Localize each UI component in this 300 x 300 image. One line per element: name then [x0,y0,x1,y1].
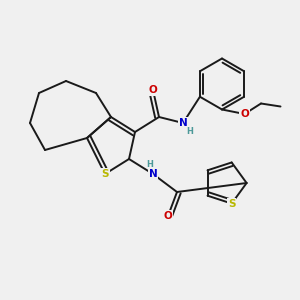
Text: O: O [148,85,158,95]
Text: O: O [164,211,172,221]
Text: O: O [240,109,249,119]
Text: N: N [178,118,188,128]
Text: N: N [148,169,158,179]
Text: S: S [228,199,236,208]
Text: S: S [101,169,109,179]
Text: H: H [186,127,193,136]
Text: H: H [147,160,153,169]
